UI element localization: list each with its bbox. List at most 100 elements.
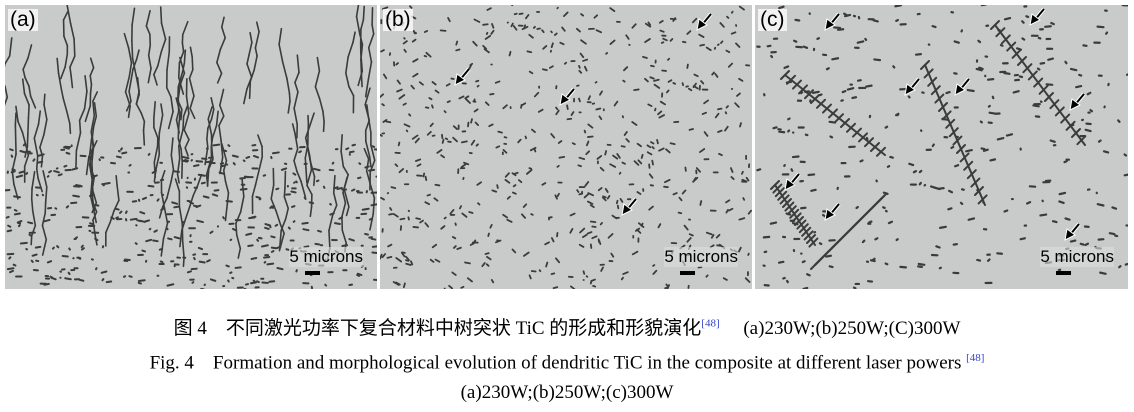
tic-particle: [89, 74, 93, 86]
tic-particle: [472, 239, 477, 245]
tic-particle: [931, 143, 935, 148]
tic-particle: [1044, 25, 1052, 28]
panel-label: (b): [383, 8, 413, 31]
tic-particle: [211, 193, 219, 197]
tic-particle: [640, 222, 644, 227]
tic-particle: [618, 171, 622, 175]
tic-particle: [188, 68, 194, 80]
tic-particle: [92, 100, 96, 117]
tic-particle: [538, 269, 542, 273]
tic-particle: [496, 184, 499, 189]
tic-particle: [1039, 213, 1048, 217]
tic-particle: [44, 186, 48, 204]
tic-particle: [580, 39, 587, 45]
tic-particle: [95, 267, 98, 271]
tic-particle: [895, 238, 899, 242]
tic-particle: [131, 7, 136, 26]
caption-conditions: (a)230W;(b)250W;(C)300W: [743, 318, 961, 339]
arrow-icon: [1064, 222, 1081, 241]
tic-particle: [218, 104, 225, 117]
reference-link[interactable]: [48]: [966, 352, 985, 364]
tic-particle: [18, 170, 26, 174]
tic-particle: [1118, 265, 1122, 269]
tic-particle: [179, 229, 183, 248]
tic-particle: [591, 225, 597, 228]
tic-particle: [13, 212, 21, 216]
tic-particle: [693, 73, 699, 78]
tic-particle: [11, 168, 16, 172]
tic-particle: [1086, 91, 1092, 96]
tic-particle: [587, 200, 594, 205]
tic-particle: [455, 40, 459, 46]
tic-particle: [294, 71, 300, 84]
tic-particle: [1033, 77, 1044, 88]
tic-particle: [553, 32, 558, 36]
tic-particle: [281, 61, 288, 80]
tic-particle: [598, 240, 602, 245]
tic-particle: [27, 104, 30, 119]
tic-particle: [306, 168, 313, 187]
tic-particle: [433, 197, 439, 202]
tic-particle: [181, 155, 190, 160]
tic-particle: [410, 260, 414, 266]
tic-particle: [659, 29, 665, 33]
tic-particle: [488, 123, 494, 128]
tic-particle: [295, 180, 298, 184]
tic-particle: [431, 243, 438, 249]
tic-particle: [261, 244, 269, 248]
tic-particle: [122, 275, 127, 278]
tic-particle: [69, 66, 72, 77]
tic-particle: [595, 29, 603, 34]
tic-particle: [252, 279, 256, 283]
tic-particle: [658, 114, 665, 119]
tic-particle: [657, 223, 662, 229]
tic-particle: [213, 189, 220, 192]
tic-particle: [744, 277, 751, 283]
tic-particle: [156, 198, 160, 202]
tic-particle: [390, 186, 397, 190]
tic-particle: [649, 76, 655, 80]
tic-particle: [465, 98, 471, 104]
tic-particle: [364, 232, 369, 236]
tic-particle: [218, 171, 225, 175]
tic-particle: [170, 154, 175, 171]
tic-particle: [284, 170, 287, 189]
tic-particle: [129, 217, 138, 221]
tic-particle: [121, 151, 128, 155]
tic-particle: [333, 222, 341, 225]
tic-particle: [135, 74, 140, 92]
tic-particle: [177, 137, 182, 150]
tic-particle: [63, 35, 69, 47]
tic-particle: [586, 140, 590, 147]
tic-particle: [88, 193, 95, 198]
tic-particle: [695, 167, 701, 173]
tic-particle: [287, 100, 291, 114]
tic-particle: [275, 187, 280, 191]
tic-particle: [578, 69, 583, 74]
reference-link[interactable]: [48]: [701, 317, 720, 330]
tic-particle: [65, 205, 70, 209]
tic-particle: [75, 131, 82, 152]
tic-particle: [173, 205, 180, 209]
tic-particle: [613, 100, 619, 107]
tic-particle: [583, 65, 588, 72]
tic-particle: [37, 177, 43, 193]
tic-particle: [422, 172, 426, 178]
tic-particle: [468, 64, 473, 70]
tic-particle: [945, 118, 956, 129]
tic-particle: [245, 155, 251, 159]
tic-particle: [489, 92, 495, 96]
tic-particle: [69, 22, 75, 40]
tic-particle: [730, 176, 735, 180]
tic-particle: [331, 161, 335, 165]
tic-particle: [408, 113, 412, 117]
tic-particle: [270, 249, 275, 253]
tic-particle: [631, 121, 638, 126]
tic-particle: [484, 252, 490, 255]
tic-particle: [705, 46, 712, 52]
tic-particle: [526, 169, 533, 175]
tic-particle: [184, 158, 189, 162]
tic-particle: [189, 95, 195, 110]
tic-particle: [42, 170, 48, 188]
tic-particle: [147, 54, 152, 70]
